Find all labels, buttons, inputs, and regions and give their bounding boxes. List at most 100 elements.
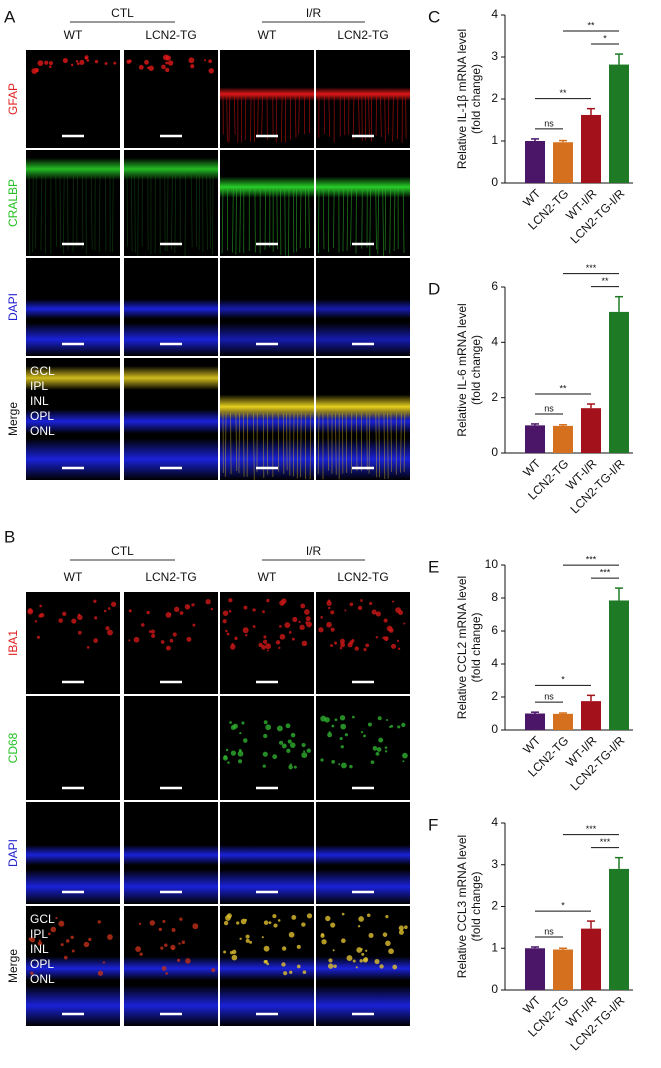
stain-spot: [333, 964, 337, 968]
stain-fiber: [400, 412, 402, 473]
stain-fiber: [280, 94, 283, 143]
stain-spot: [305, 616, 311, 622]
stain-band: [220, 869, 314, 904]
stain-spot: [174, 606, 180, 613]
stain-spot: [239, 731, 242, 735]
stain-fiber: [28, 174, 31, 255]
stain-spot: [262, 610, 265, 614]
stain-fiber: [35, 174, 37, 249]
stain-spot: [223, 950, 227, 954]
stain-spot: [185, 958, 191, 964]
bar: [525, 948, 545, 990]
stain-spot: [128, 639, 131, 642]
stain-spot: [362, 957, 368, 963]
stain-spot: [331, 759, 336, 764]
stain-spot: [237, 750, 244, 757]
stain-spot: [245, 934, 250, 939]
stain-fiber: [296, 412, 299, 479]
stain-spot: [355, 966, 358, 969]
stain-spot: [263, 959, 268, 964]
y-tick-label: 4: [491, 656, 498, 670]
column-label: LCN2-TG: [145, 28, 196, 42]
micrograph: [26, 696, 120, 800]
stain-fiber: [380, 94, 382, 138]
stain-spot: [288, 764, 293, 770]
stain-band: [124, 956, 218, 981]
stain-band: [124, 158, 218, 180]
stain-spot: [242, 627, 249, 634]
stain-spot: [326, 621, 332, 628]
stain-spot: [71, 618, 77, 624]
stain-spot: [210, 607, 214, 611]
stain-spot: [165, 645, 171, 651]
panel-letter: E: [428, 557, 439, 576]
stain-spot: [349, 764, 353, 769]
stain-fiber: [277, 412, 280, 472]
stain-fiber: [323, 94, 326, 134]
y-axis-label: (fold change): [469, 335, 483, 405]
stain-spot: [360, 599, 363, 602]
stain-fiber: [137, 174, 139, 256]
stain-spot: [349, 640, 354, 645]
stain-spot: [321, 939, 327, 945]
stain-spot: [339, 646, 343, 650]
stain-spot: [37, 941, 43, 946]
stain-spot: [75, 59, 79, 63]
stain-spot: [289, 742, 296, 748]
stain-fiber: [383, 412, 386, 480]
stain-fiber: [389, 187, 391, 254]
stain-fiber: [298, 94, 300, 135]
stain-band: [316, 322, 410, 356]
stain-spot: [161, 64, 166, 70]
stain-spot: [232, 723, 238, 729]
stain-spot: [162, 919, 166, 923]
stain-spot: [333, 641, 338, 645]
stain-spot: [365, 949, 368, 952]
stain-spot: [351, 715, 355, 719]
stain-fiber: [250, 94, 252, 142]
stain-spot: [77, 630, 82, 635]
stain-spot: [84, 56, 88, 60]
stain-spot: [107, 934, 113, 940]
stain-spot: [376, 747, 382, 752]
stain-spot: [192, 923, 199, 930]
stain-spot: [366, 913, 371, 918]
stain-spot: [304, 609, 310, 615]
stain-spot: [265, 643, 272, 650]
stain-spot: [146, 610, 150, 615]
stain-band: [220, 438, 314, 480]
stain-band: [26, 438, 120, 480]
stain-spot: [358, 916, 364, 922]
stain-band: [316, 299, 410, 319]
stain-fiber: [171, 174, 173, 250]
stain-spot: [128, 609, 132, 613]
stain-spot: [340, 642, 346, 648]
stain-spot: [368, 932, 374, 938]
significance-label: ns: [544, 692, 554, 702]
stain-spot: [330, 644, 333, 648]
stain-spot: [341, 912, 345, 916]
stain-spot: [27, 608, 34, 615]
bar: [609, 868, 629, 990]
stain-spot: [126, 59, 131, 64]
stain-spot: [138, 922, 142, 926]
layer-label: ONL: [30, 972, 55, 986]
panel-letter: B: [4, 527, 15, 546]
micrograph: [316, 592, 410, 694]
stain-fiber: [327, 412, 329, 471]
stain-fiber: [76, 174, 78, 247]
group-label: I/R: [306, 6, 322, 20]
y-tick-label: 10: [485, 557, 499, 571]
stain-spot: [327, 963, 334, 969]
stain-spot: [181, 940, 186, 944]
stain-spot: [388, 948, 394, 955]
stain-spot: [172, 632, 177, 637]
stain-fiber: [382, 187, 385, 256]
significance-label: **: [559, 88, 567, 98]
stain-spot: [340, 745, 344, 749]
stain-spot: [354, 646, 359, 651]
stain-spot: [377, 716, 382, 721]
stain-fiber: [393, 187, 396, 252]
stain-fiber: [384, 187, 387, 251]
stain-spot: [161, 966, 167, 971]
